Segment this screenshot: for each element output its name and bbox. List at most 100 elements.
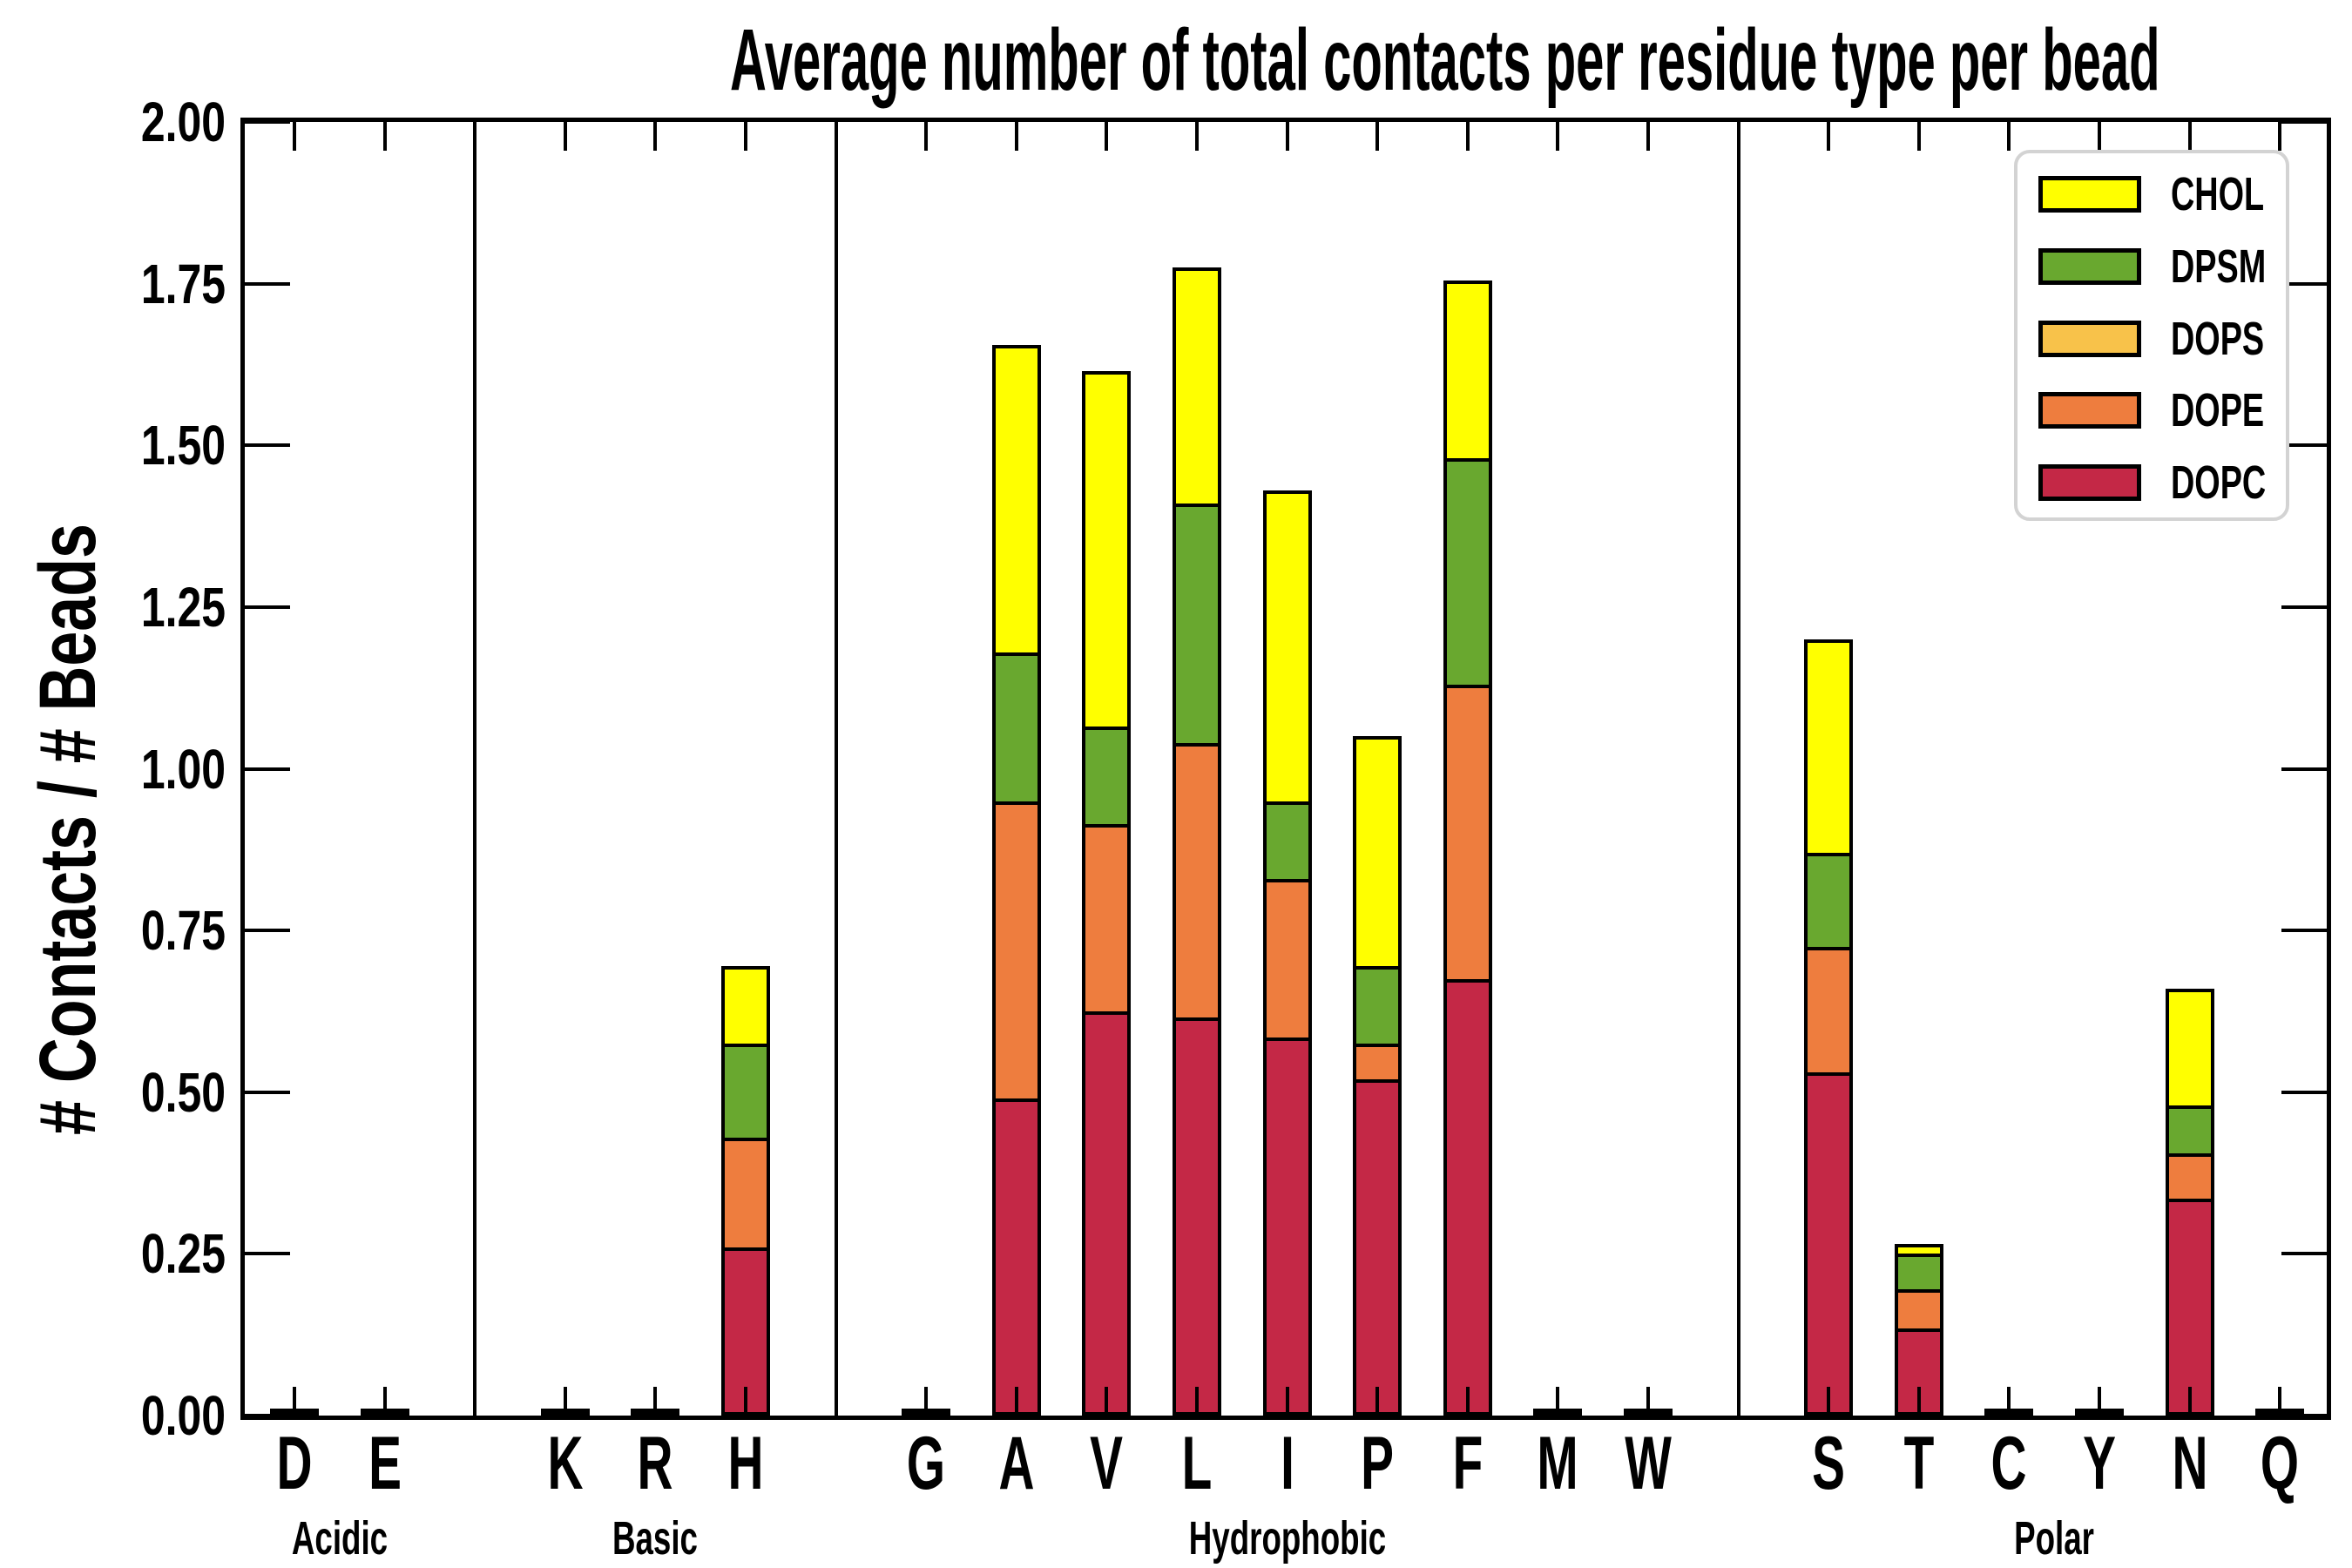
group-divider-line [473,122,477,1416]
x-tick [2278,1387,2282,1416]
plot-border [240,118,2331,1420]
y-tick [2281,605,2327,609]
x-tick [1916,1387,1921,1416]
x-category-label: D [276,1422,313,1505]
y-tick-label: 1.25 [140,575,226,639]
x-tick [2007,1387,2011,1416]
group-label: Basic [612,1512,699,1565]
x-tick [382,122,387,151]
y-tick [245,1252,290,1256]
x-tick [563,122,567,151]
y-tick-label: 0.25 [140,1222,226,1286]
group-divider-line [834,122,838,1416]
bar-segment-S-CHOL [1804,639,1854,856]
x-tick [1105,1387,1109,1416]
y-tick-label: 0.50 [140,1060,226,1124]
bar-segment-L-DOPE [1173,743,1221,1021]
x-tick [1827,122,1831,151]
x-category-label: E [368,1422,402,1505]
x-category-label: M [1537,1422,1579,1505]
x-category-label: I [1280,1422,1294,1505]
y-tick [245,281,290,286]
x-tick [1285,122,1289,151]
bar-segment-I-DOPC [1262,1037,1312,1416]
x-category-label: K [547,1422,584,1505]
y-tick [245,929,290,933]
bar-segment-F-CHOL [1443,280,1492,462]
x-tick [1827,1387,1831,1416]
y-tick [245,443,290,448]
bar-segment-S-DOPC [1804,1072,1854,1416]
x-category-label: V [1090,1422,1124,1505]
x-tick [2278,122,2282,151]
x-tick [2098,1387,2101,1416]
x-category-label: L [1181,1422,1213,1505]
x-tick [653,1387,658,1416]
x-tick [1285,1387,1289,1416]
x-category-label: S [1812,1422,1846,1505]
bar-segment-I-DOPE [1262,879,1312,1041]
x-category-label: H [727,1422,764,1505]
x-tick [1646,1387,1650,1416]
plot-area [245,120,2327,1417]
y-tick [2281,1252,2327,1256]
x-tick [2007,122,2011,151]
legend: CHOL DPSM DOPS DOPE DOPC [2014,150,2289,521]
bar-segment-L-DPSM [1173,504,1221,747]
x-tick [1014,1387,1018,1416]
x-tick [293,1387,296,1416]
bar-segment-A-DPSM [991,652,1041,805]
x-category-label: N [2172,1422,2208,1505]
legend-label-DPSM: DPSM [2171,240,2267,293]
x-category-label: P [1361,1422,1395,1505]
y-tick [2281,929,2327,933]
group-divider-line [1736,122,1740,1416]
y-tick [245,1414,290,1417]
x-category-label: Q [2261,1422,2300,1505]
bar-segment-N-DOPC [2165,1199,2214,1416]
y-tick [245,1090,290,1094]
bar-segment-T-DPSM [1894,1254,1943,1293]
y-tick [2281,767,2327,771]
bar-segment-V-DOPE [1082,824,1132,1015]
bar-segment-T-DOPE [1894,1289,1943,1332]
x-category-label: G [907,1422,946,1505]
legend-label-DOPC: DOPC [2171,456,2267,509]
bar-segment-V-CHOL [1082,371,1132,730]
y-tick-label: 1.00 [140,737,226,801]
legend-swatch-DOPS [2038,320,2141,357]
y-tick [245,605,290,609]
bar-segment-P-DPSM [1353,966,1402,1047]
bar-segment-N-DPSM [2165,1105,2214,1157]
x-category-label: C [1990,1422,2027,1505]
x-tick [563,1387,567,1416]
x-tick [1465,122,1470,151]
x-tick [1375,122,1380,151]
bar-segment-H-DPSM [721,1044,770,1141]
legend-swatch-DOPE [2038,392,2141,429]
x-tick [293,122,296,151]
bar-segment-H-DOPE [721,1138,770,1251]
x-tick [2187,1387,2192,1416]
x-category-label: T [1903,1422,1935,1505]
bar-segment-I-DPSM [1262,801,1312,882]
y-tick-label: 0.75 [140,899,226,963]
y-tick [2281,443,2327,448]
x-category-label: F [1452,1422,1484,1505]
bar-segment-V-DPSM [1082,727,1132,828]
x-category-label: W [1625,1422,1672,1505]
x-tick [1556,122,1560,151]
bar-segment-N-CHOL [2165,989,2214,1109]
bar-segment-F-DOPC [1443,979,1492,1416]
bar-segment-P-DOPC [1353,1079,1402,1416]
legend-label-DOPS: DOPS [2171,312,2265,365]
bar-segment-P-CHOL [1353,736,1402,970]
x-tick [1014,122,1018,151]
legend-label-DOPE: DOPE [2171,384,2265,437]
x-tick [653,122,658,151]
bar-segment-V-DOPC [1082,1011,1132,1416]
legend-swatch-CHOL [2038,176,2141,213]
x-category-label: R [637,1422,673,1505]
x-tick [1105,122,1109,151]
